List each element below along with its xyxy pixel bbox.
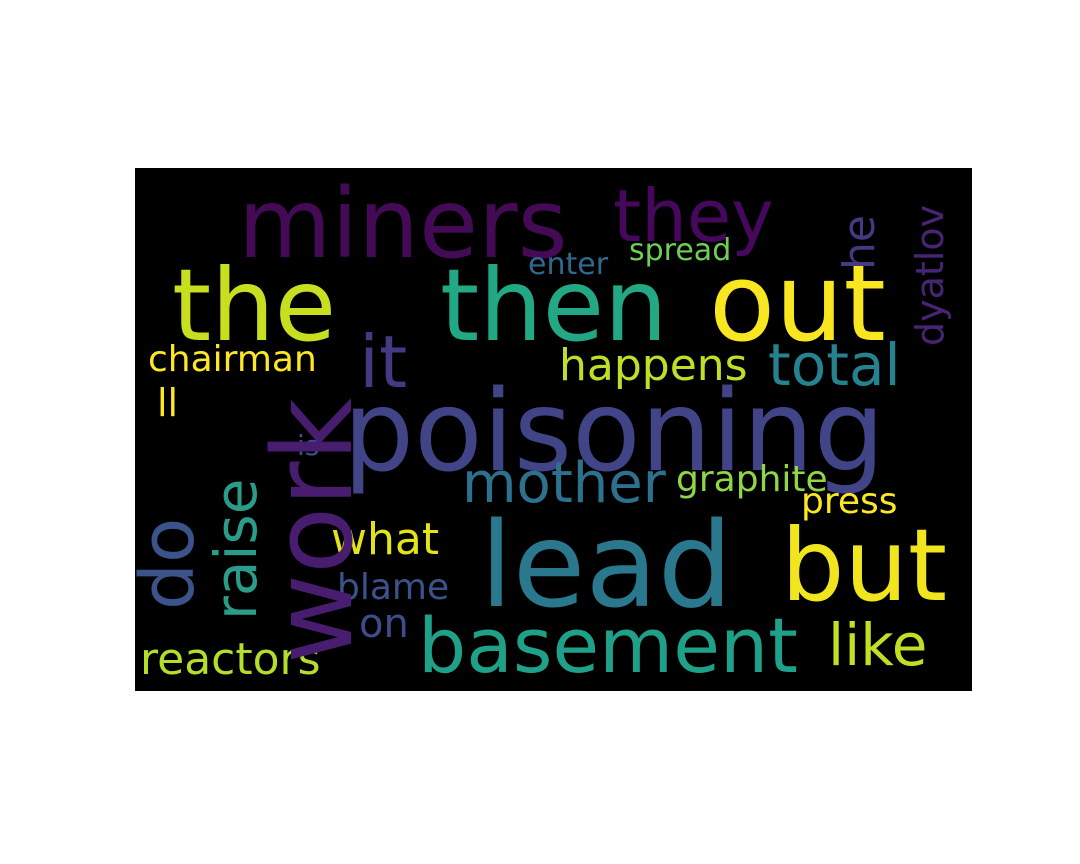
word-what: what xyxy=(331,514,440,565)
word-it: it xyxy=(359,320,408,404)
word-poisoning: poisoning xyxy=(343,367,885,497)
word-total: total xyxy=(768,331,901,399)
word-chairman: chairman xyxy=(148,339,317,380)
word-mother: mother xyxy=(462,451,666,516)
word-miners: miners xyxy=(238,168,568,280)
word-work: work xyxy=(249,397,377,664)
word-spread: spread xyxy=(629,233,732,268)
word-but: but xyxy=(781,507,948,624)
word-happens: happens xyxy=(559,340,748,391)
word-on: on xyxy=(359,601,409,647)
word-blame: blame xyxy=(337,567,450,608)
word-reactors: reactors xyxy=(140,634,321,685)
word-lead: lead xyxy=(480,496,733,634)
word-is: is xyxy=(297,429,320,462)
word-like: like xyxy=(828,611,928,679)
word-basement: basement xyxy=(418,601,798,690)
word-do: do xyxy=(135,517,211,610)
word-raise: raise xyxy=(202,478,270,620)
word-the: the xyxy=(172,247,337,364)
word-out: out xyxy=(709,241,886,366)
word-ll: ll xyxy=(157,381,179,425)
word-cloud: miners they the then out it poisoning le… xyxy=(135,168,972,691)
word-graphite: graphite xyxy=(676,459,828,500)
word-press: press xyxy=(801,481,898,522)
word-dyatlov: dyatlov xyxy=(908,204,952,346)
word-he: he xyxy=(834,215,885,270)
word-enter: enter xyxy=(528,247,609,282)
word-they: they xyxy=(613,174,774,258)
word-then: then xyxy=(440,247,668,364)
